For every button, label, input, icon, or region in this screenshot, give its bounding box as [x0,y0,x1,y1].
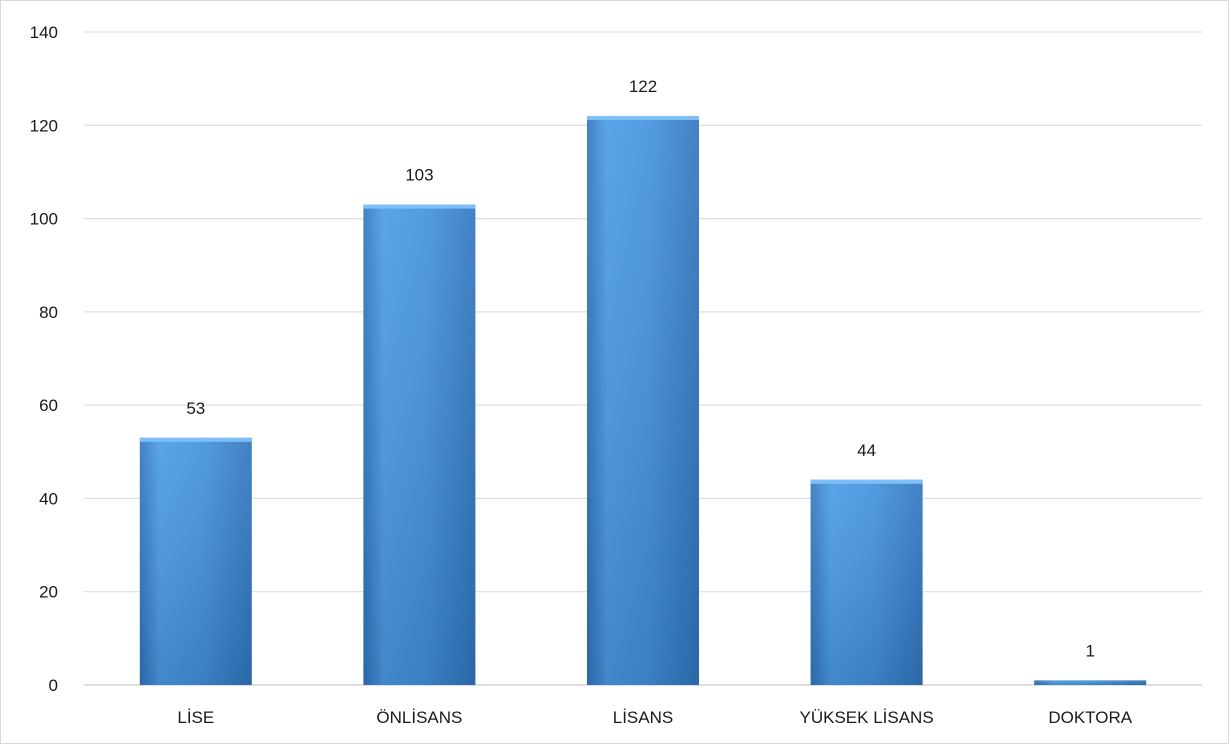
data-labels: 53 103 122 44 1 [186,77,1095,660]
data-label: 103 [405,166,433,185]
bar-top-bevel [810,479,923,484]
y-axis-ticks: 0 20 40 60 80 100 120 140 [30,23,58,695]
y-tick-label: 60 [39,396,58,415]
bar-top-bevel [587,115,699,120]
x-tick-label: ÖNLİSANS [376,708,462,727]
x-tick-label: LİSE [177,708,214,727]
bar-shade [363,204,476,686]
x-tick-label: DOKTORA [1048,708,1132,727]
bar-5 [1034,680,1147,685]
bar-top-bevel [363,204,476,209]
bar-shade [139,437,252,685]
bar-4 [810,479,923,685]
bar-shade [587,115,699,685]
y-tick-label: 20 [39,583,58,602]
bar-1 [139,437,252,685]
y-tick-label: 0 [49,676,58,695]
y-tick-label: 80 [39,303,58,322]
bar-2 [363,204,476,686]
x-tick-label: YÜKSEK LİSANS [800,708,934,727]
x-tick-label: LİSANS [613,708,673,727]
data-label: 53 [186,399,205,418]
y-tick-label: 120 [30,116,58,135]
y-tick-label: 100 [30,210,58,229]
bars [139,115,1147,686]
y-tick-label: 140 [30,23,58,42]
x-axis-ticks: LİSE ÖNLİSANS LİSANS YÜKSEK LİSANS DOKTORA [177,708,1132,727]
data-label: 1 [1085,641,1094,660]
bar-top-bevel [139,437,252,442]
data-label: 44 [857,441,876,460]
bar-3 [587,115,699,685]
data-label: 122 [629,77,657,96]
y-tick-label: 40 [39,489,58,508]
bar-shade [810,479,923,685]
bar-shade [1034,680,1147,685]
